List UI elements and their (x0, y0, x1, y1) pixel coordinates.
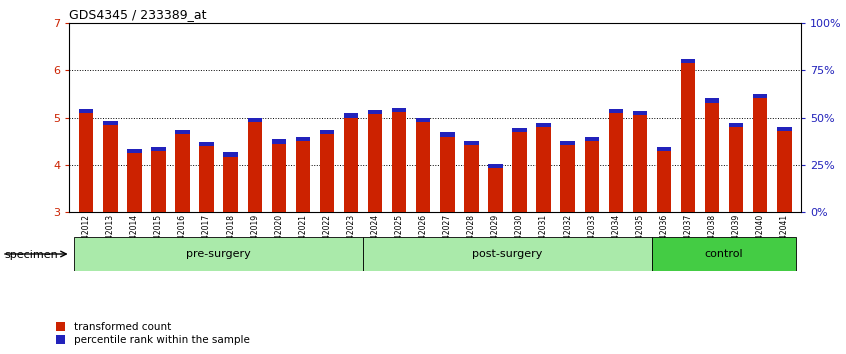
Bar (440, 137, 454, 212)
Bar (464, 145, 479, 212)
Bar (343, 113, 358, 118)
Bar (464, 141, 479, 145)
Bar (79, 113, 93, 212)
Bar (560, 141, 575, 145)
Bar (681, 59, 695, 63)
Bar (656, 151, 671, 212)
Text: post-surgery: post-surgery (472, 249, 542, 259)
Bar (488, 169, 503, 212)
Bar (79, 109, 93, 113)
Bar (343, 118, 358, 212)
Bar (705, 103, 719, 212)
Bar (560, 145, 575, 212)
Bar (320, 134, 334, 212)
Bar (753, 98, 767, 212)
Text: pre-surgery: pre-surgery (186, 249, 251, 259)
Text: specimen: specimen (4, 250, 58, 260)
Bar (295, 137, 310, 141)
Bar (103, 125, 118, 212)
Bar (729, 127, 744, 212)
Bar (103, 121, 118, 125)
Bar (320, 130, 334, 134)
Bar (175, 130, 190, 134)
Bar (416, 122, 431, 212)
Bar (729, 123, 744, 127)
Bar (200, 146, 214, 212)
Bar (151, 147, 166, 151)
Bar (392, 108, 406, 112)
Bar (513, 132, 527, 212)
Bar (652, 237, 796, 271)
Bar (536, 127, 551, 212)
Bar (777, 131, 792, 212)
Bar (656, 147, 671, 151)
Bar (223, 152, 238, 156)
Bar (368, 114, 382, 212)
Bar (223, 156, 238, 212)
Bar (151, 151, 166, 212)
Bar (272, 139, 286, 144)
Bar (127, 149, 141, 153)
Bar (608, 113, 623, 212)
Bar (363, 237, 652, 271)
Bar (608, 109, 623, 113)
Bar (272, 144, 286, 212)
Bar (175, 134, 190, 212)
Bar (633, 110, 647, 115)
Bar (753, 93, 767, 98)
Bar (368, 110, 382, 114)
Bar (440, 132, 454, 137)
Bar (777, 127, 792, 131)
Bar (488, 164, 503, 169)
Bar (585, 141, 599, 212)
Text: GDS4345 / 233389_at: GDS4345 / 233389_at (69, 8, 207, 21)
Bar (248, 118, 262, 122)
Bar (585, 137, 599, 141)
Text: control: control (705, 249, 744, 259)
Bar (536, 123, 551, 127)
Bar (416, 118, 431, 122)
Bar (200, 142, 214, 146)
Bar (681, 63, 695, 212)
Bar (295, 141, 310, 212)
Bar (392, 112, 406, 212)
Bar (74, 237, 363, 271)
Bar (248, 122, 262, 212)
Bar (127, 153, 141, 212)
Bar (513, 128, 527, 132)
Bar (705, 98, 719, 103)
Bar (633, 115, 647, 212)
Legend: transformed count, percentile rank within the sample: transformed count, percentile rank withi… (56, 322, 250, 345)
